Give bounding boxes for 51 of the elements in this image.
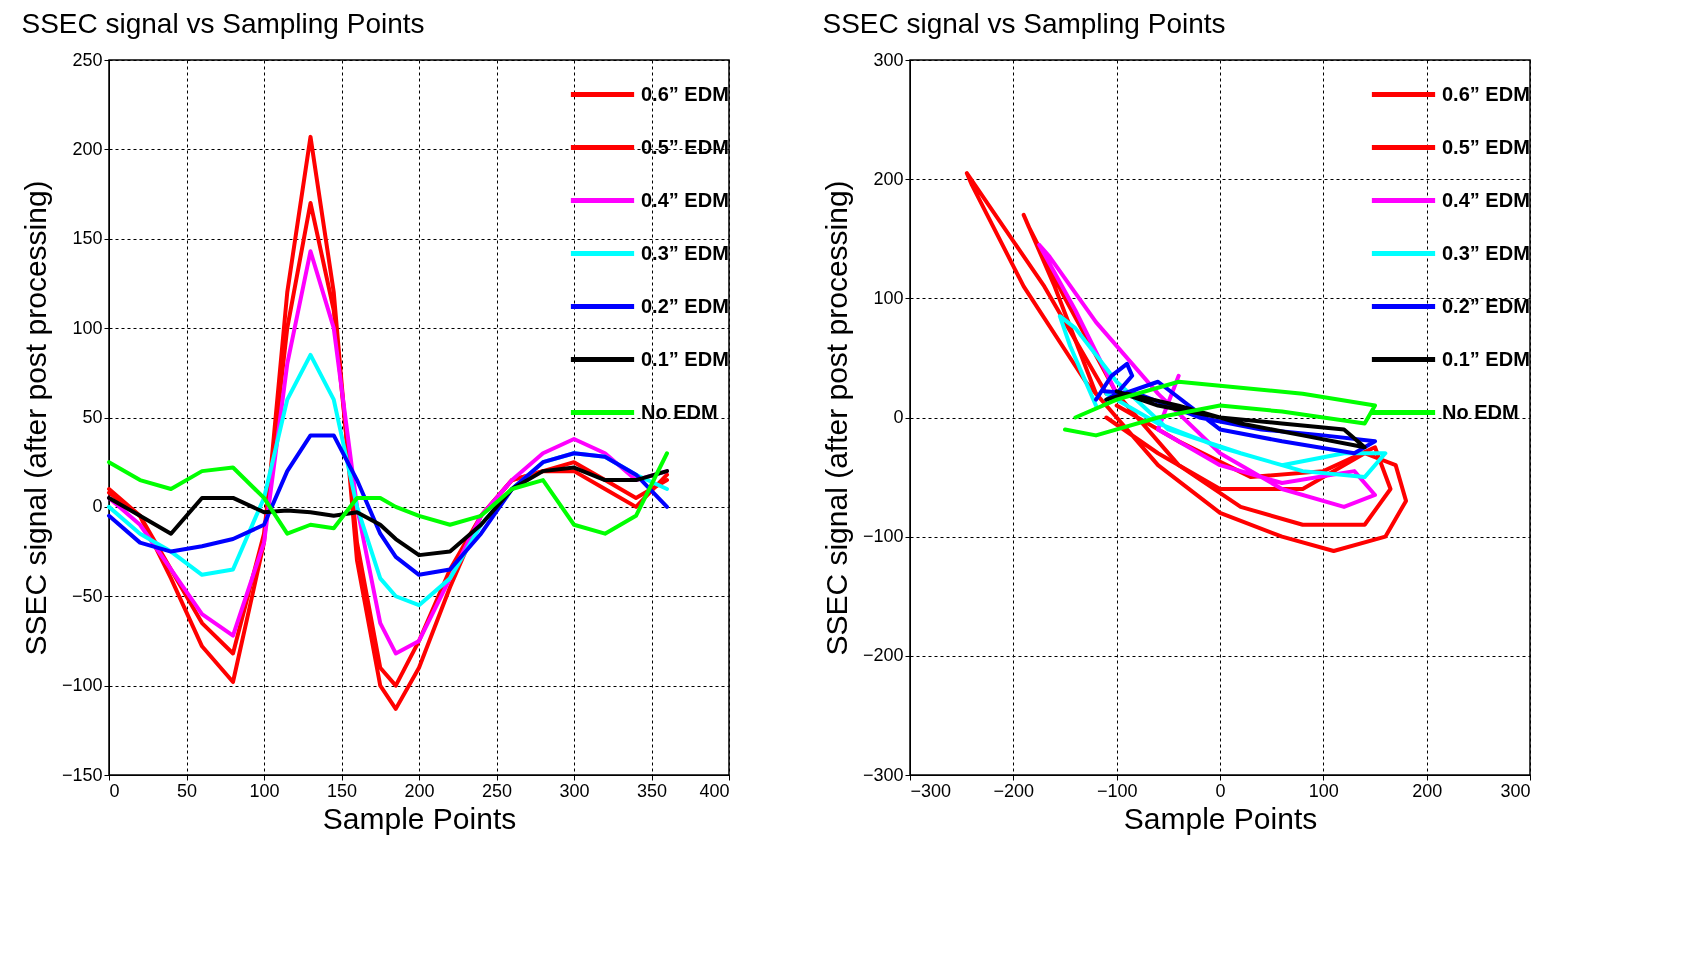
y-tick-label: 50 [82,407,103,427]
y-tick-label: 300 [873,49,904,70]
y-tick-label: −300 [862,764,904,785]
x-tick-label: −200 [993,780,1035,801]
x-axis-title: Sample Points [322,801,517,835]
chart-title: SSEC signal vs Sampling Points [822,8,1226,39]
legend-label: 0.3” EDM [641,241,729,264]
legend-label: 0.5” EDM [1442,135,1530,158]
y-tick-label: 150 [72,228,103,249]
x-tick-label: 400 [699,780,730,801]
x-tick-label: 300 [1500,780,1531,801]
y-tick-label: −150 [61,764,103,785]
legend-label: 0.3” EDM [1442,241,1530,264]
x-tick-label: 100 [249,780,280,801]
legend-label: No EDM [1442,400,1519,423]
y-axis-title: SSEC signal (after post processing) [18,180,52,656]
x-tick-label: 350 [636,780,668,801]
y-tick-label: −100 [61,675,103,696]
x-tick-label: 0 [1215,780,1226,801]
y-tick-label: 0 [92,496,103,517]
legend-label: 0.5” EDM [641,135,729,158]
y-tick-label: −200 [862,645,904,666]
x-tick-label: 50 [176,780,198,801]
y-tick-label: 100 [873,287,904,308]
y-tick-label: 100 [72,317,103,338]
y-tick-label: 250 [72,49,103,70]
y-tick-label: 0 [893,407,904,427]
chart-title: SSEC signal vs Sampling Points [21,8,425,39]
y-tick-label: 200 [873,168,904,189]
y-tick-label: −50 [71,585,103,606]
x-axis-title: Sample Points [1123,801,1318,835]
y-axis-title: SSEC signal (after post processing) [819,180,853,656]
legend-label: 0.6” EDM [1442,82,1530,105]
x-tick-label: 200 [1412,780,1443,801]
legend-label: 0.1” EDM [641,347,729,370]
x-tick-label: 150 [326,780,358,801]
legend-label: 0.6” EDM [641,82,729,105]
legend-label: 0.2” EDM [641,294,729,317]
y-tick-label: −100 [862,526,904,547]
x-tick-label: 0 [109,780,120,801]
y-tick-label: 200 [72,138,103,159]
x-tick-label: 250 [481,780,513,801]
legend-label: 0.1” EDM [1442,347,1530,370]
x-tick-label: 200 [404,780,435,801]
legend-label: 0.4” EDM [641,188,729,211]
legend-label: 0.4” EDM [1442,188,1530,211]
x-tick-label: 300 [559,780,590,801]
x-tick-label: −100 [1096,780,1138,801]
x-tick-label: 100 [1308,780,1339,801]
legend-label: 0.2” EDM [1442,294,1530,317]
x-tick-label: −300 [910,780,952,801]
